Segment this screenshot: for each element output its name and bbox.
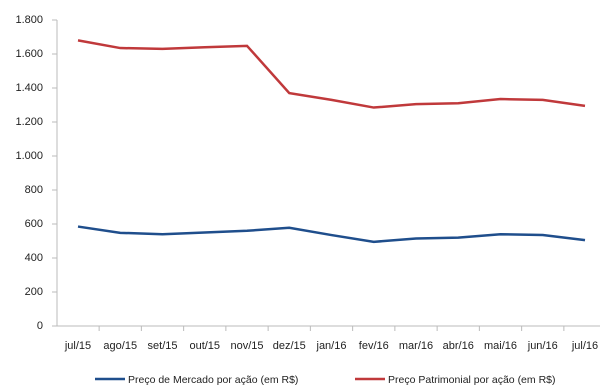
y-tick-label: 600 [25,218,43,230]
x-tick-label: mai/16 [484,340,517,352]
x-tick-label: dez/15 [273,340,306,352]
x-tick-label: fev/16 [359,340,389,352]
x-tick-label: jul/15 [64,340,91,352]
y-tick-label: 1.800 [15,14,43,26]
x-tick-label: ago/15 [103,340,137,352]
x-tick-label: mar/16 [399,340,433,352]
x-tick-label: nov/15 [230,340,263,352]
legend-label: Preço Patrimonial por ação (em R$) [388,374,555,386]
legend-label: Preço de Mercado por ação (em R$) [128,374,298,386]
y-tick-label: 1.200 [15,116,43,128]
x-tick-label: out/15 [189,340,220,352]
x-tick-label: abr/16 [443,340,474,352]
y-tick-label: 1.000 [15,150,43,162]
series-line [77,225,586,244]
y-tick-label: 0 [37,320,43,332]
y-tick-label: 800 [25,184,43,196]
y-tick-label: 1.400 [15,82,43,94]
series-line [77,39,586,109]
x-tick-label: jun/16 [527,340,558,352]
y-tick-label: 200 [25,286,43,298]
y-tick-label: 400 [25,252,43,264]
x-tick-label: jul/16 [571,340,598,352]
x-tick-label: set/15 [148,340,178,352]
y-tick-label: 1.600 [15,48,43,60]
x-tick-label: jan/16 [316,340,347,352]
